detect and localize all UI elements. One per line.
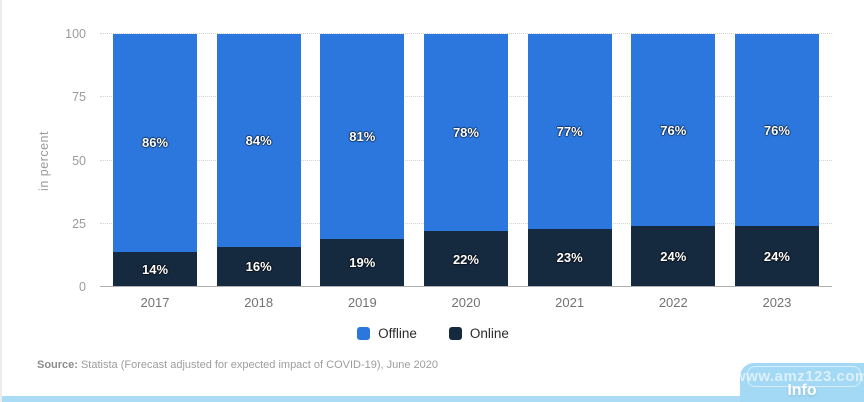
bar-segment-online-2020[interactable]: 22% [423,231,508,287]
y-tick-label-50: 50 [72,153,86,168]
y-axis-ticks: 0 25 50 75 100 [2,27,86,294]
watermark-box: www.amz123.com [740,366,864,387]
bar-value-label-offline-2020: 78% [452,125,479,141]
bar-value-label-offline-2019: 81% [349,128,376,144]
bar-segment-online-2022[interactable]: 24% [631,226,716,287]
bar-segment-offline-2023[interactable]: 76% [734,34,819,227]
bar-segment-offline-2020[interactable]: 78% [423,34,508,232]
watermark-panel: www.amz123.com Info [740,363,864,402]
source-text: Statista (Forecast adjusted for expected… [80,359,439,371]
bar-segment-online-2018[interactable]: 16% [216,246,301,287]
bar-column-2021: 77% 23% 2021 [527,34,612,310]
x-axis-line [100,286,832,287]
bar-column-2020: 78% 22% 2020 [423,34,508,310]
bar-segment-offline-2018[interactable]: 84% [216,34,301,247]
bar-value-label-offline-2018: 84% [245,132,272,148]
x-tick-label-2023: 2023 [762,295,792,310]
bar-segment-offline-2019[interactable]: 81% [320,34,405,239]
bar-segment-online-2021[interactable]: 23% [527,228,612,287]
bar-segment-offline-2021[interactable]: 77% [527,34,612,229]
legend-item-online[interactable]: Online [448,326,509,341]
x-tick-label-2021: 2021 [555,295,585,310]
bar-value-label-online-2018: 16% [245,259,272,275]
bar-segment-offline-2022[interactable]: 76% [631,34,716,227]
legend-swatch-online [448,327,462,340]
bar-column-2017: 86% 14% 2017 [113,34,197,310]
bar-column-2018: 84% 16% 2018 [216,34,301,310]
bar-segment-offline-2017[interactable]: 86% [113,34,197,252]
source-label: Source: [37,359,78,371]
bar-value-label-online-2021: 23% [556,250,583,266]
bar-value-label-offline-2023: 76% [763,122,790,138]
x-tick-label-2020: 2020 [451,295,481,310]
bar-value-label-online-2020: 22% [452,251,479,267]
bar-columns: 86% 14% 2017 84% 16% 2018 81% 19% 2019 78% 22% 2020… [100,34,832,310]
bar-value-label-online-2017: 14% [141,261,169,277]
bar-segment-online-2023[interactable]: 24% [734,226,819,287]
legend: Offline Online [2,326,864,341]
y-tick-label-25: 25 [72,216,86,231]
y-tick-label-0: 0 [79,280,86,294]
bar-segment-online-2019[interactable]: 19% [320,238,405,287]
plot-area: 86% 14% 2017 84% 16% 2018 81% 19% 2019 78% 22% 2020… [100,33,832,310]
bar-value-label-online-2023: 24% [763,249,790,265]
info-button[interactable]: Info [787,382,817,399]
bar-value-label-online-2022: 24% [660,249,687,265]
bar-column-2022: 76% 24% 2022 [631,34,716,310]
bar-value-label-offline-2017: 86% [141,135,169,151]
y-tick-label-100: 100 [65,27,86,41]
x-tick-label-2019: 2019 [347,295,377,310]
legend-item-offline[interactable]: Offline [357,326,417,341]
x-tick-label-2018: 2018 [244,295,274,310]
bottom-accent-strip [2,396,864,402]
source-line: Source: Statista (Forecast adjusted for e… [37,359,438,371]
bar-value-label-offline-2022: 76% [660,122,687,138]
x-tick-label-2022: 2022 [658,295,688,310]
watermark-text: www.amz123.com [740,368,864,385]
legend-swatch-offline [357,327,371,340]
bar-segment-online-2017[interactable]: 14% [113,251,197,287]
gridline-100 [100,33,832,34]
legend-label-online: Online [469,326,509,341]
bar-value-label-online-2019: 19% [349,255,376,271]
y-tick-label-75: 75 [72,90,86,105]
bar-column-2019: 81% 19% 2019 [320,34,405,310]
x-tick-label-2017: 2017 [140,295,170,310]
bar-column-2023: 76% 24% 2023 [734,34,819,310]
legend-label-offline: Offline [378,326,417,341]
bar-value-label-offline-2021: 77% [556,123,583,139]
